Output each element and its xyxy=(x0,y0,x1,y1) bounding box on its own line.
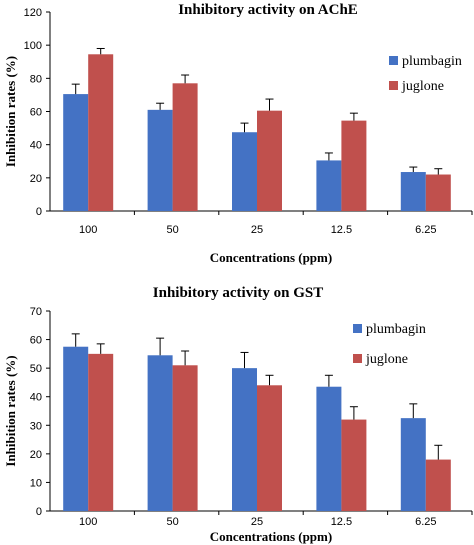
y-tick-label: 60 xyxy=(30,335,42,347)
bar-juglone xyxy=(341,120,367,211)
bar-juglone xyxy=(172,365,198,511)
legend-swatch-juglone xyxy=(389,81,398,90)
bar-plumbagin xyxy=(316,160,342,211)
bar-plumbagin xyxy=(232,132,257,211)
y-tick-label: 50 xyxy=(30,363,42,375)
legend-label-juglone: juglone xyxy=(365,352,408,367)
x-axis-label: Concentrations (ppm) xyxy=(210,529,332,544)
legend-label-plumbagin: plumbagin xyxy=(402,54,462,69)
y-axis-label: Inhibition rates (%) xyxy=(3,355,18,466)
legend-swatch-plumbagin xyxy=(389,56,398,65)
bar-juglone xyxy=(425,174,451,211)
legend-swatch-plumbagin xyxy=(353,324,362,333)
y-tick-label: 20 xyxy=(30,173,42,185)
legend-label-juglone: juglone xyxy=(401,79,444,94)
chart-1: Inhibitory activity on AChE 0 20 40 60 80 100 1… xyxy=(3,2,473,265)
bar-juglone xyxy=(341,419,367,511)
y-tick-label: 70 xyxy=(30,306,42,318)
y-tick-label: 10 xyxy=(30,477,42,489)
legend-label-plumbagin: plumbagin xyxy=(366,322,426,337)
x-tick-label: 12.5 xyxy=(331,516,352,528)
chart-title: Inhibitory activity on GST xyxy=(153,285,323,301)
y-tick-label: 30 xyxy=(30,420,42,432)
bar-juglone xyxy=(257,385,282,511)
x-tick-label: 100 xyxy=(79,516,97,528)
y-tick-label: 40 xyxy=(30,392,42,404)
legend-swatch-juglone xyxy=(353,354,362,363)
bar-plumbagin xyxy=(147,355,173,511)
y-tick-label: 100 xyxy=(24,40,42,52)
chart-2: Inhibitory activity on GST 0 10 20 30 40 50 60 7… xyxy=(3,285,473,544)
bar-plumbagin xyxy=(232,368,257,511)
chart-title: Inhibitory activity on AChE xyxy=(178,2,358,18)
x-tick-label: 6.25 xyxy=(415,516,436,528)
bar-juglone xyxy=(425,459,451,511)
bar-plumbagin xyxy=(316,386,342,511)
y-tick-label: 60 xyxy=(30,107,42,119)
bar-plumbagin xyxy=(400,172,426,211)
x-tick-label: 50 xyxy=(166,224,178,236)
bar-juglone xyxy=(257,110,282,211)
x-axis-label: Concentrations (ppm) xyxy=(210,250,332,265)
bar-juglone xyxy=(172,83,198,211)
x-tick-label: 12.5 xyxy=(331,224,352,236)
y-tick-label: 120 xyxy=(24,7,42,19)
bar-plumbagin xyxy=(63,346,89,511)
y-tick-label: 0 xyxy=(36,206,42,218)
bar-juglone xyxy=(88,353,114,511)
x-tick-label: 25 xyxy=(251,516,263,528)
y-tick-label: 40 xyxy=(30,140,42,152)
y-tick-label: 20 xyxy=(30,449,42,461)
bar-plumbagin xyxy=(63,94,89,211)
x-tick-label: 25 xyxy=(251,224,263,236)
bar-juglone xyxy=(88,54,114,211)
y-axis-label: Inhibition rates (%) xyxy=(3,56,18,167)
bar-plumbagin xyxy=(400,418,426,511)
y-tick-label: 80 xyxy=(30,73,42,85)
x-tick-label: 50 xyxy=(166,516,178,528)
bar-plumbagin xyxy=(147,109,173,211)
x-tick-label: 6.25 xyxy=(415,224,436,236)
y-tick-label: 0 xyxy=(36,506,42,518)
x-tick-label: 100 xyxy=(79,224,97,236)
